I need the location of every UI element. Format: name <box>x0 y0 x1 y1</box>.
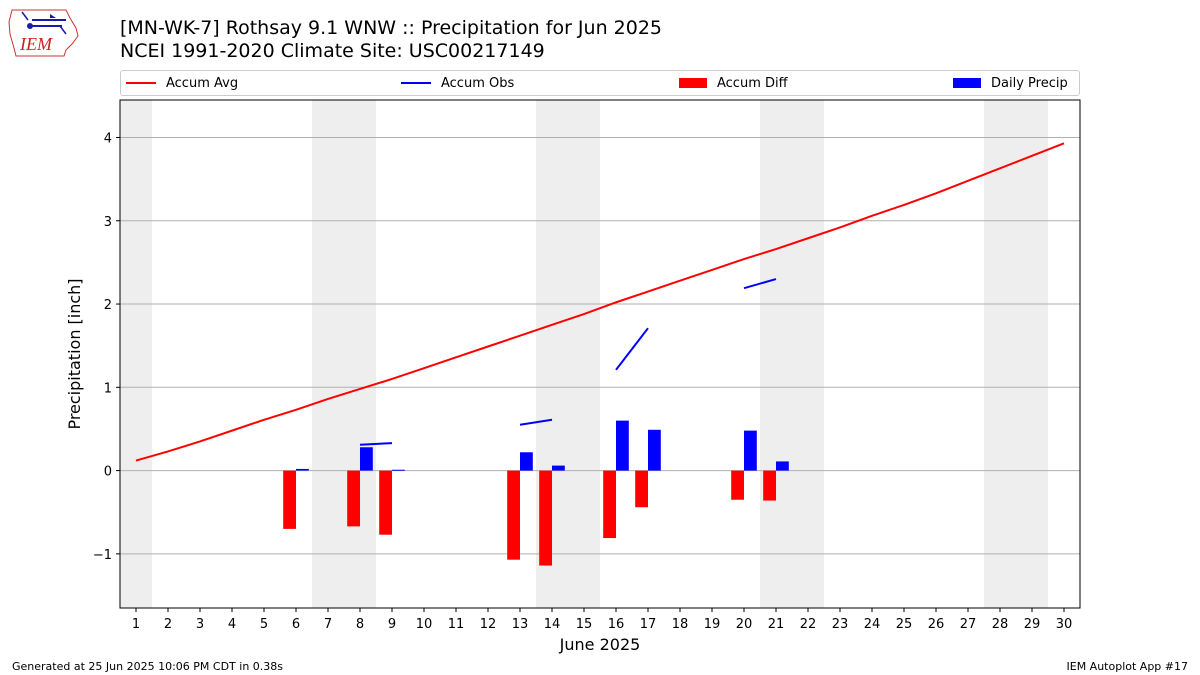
legend-swatch <box>126 82 156 84</box>
x-tick-label: 21 <box>768 617 785 632</box>
x-tick-label: 18 <box>672 617 689 632</box>
accum-diff-bar <box>603 470 616 539</box>
daily-precip-bar <box>616 420 629 471</box>
x-tick-label: 4 <box>228 617 236 632</box>
y-tick-label: 3 <box>104 215 112 230</box>
accum-diff-bar <box>731 470 744 500</box>
y-axis-label: Precipitation [inch] <box>65 278 84 429</box>
x-tick-label: 30 <box>1056 617 1073 632</box>
x-tick-label: 14 <box>544 617 561 632</box>
y-tick-label: 0 <box>104 465 112 480</box>
x-tick-label: 17 <box>640 617 657 632</box>
accum-diff-bar <box>379 470 392 535</box>
footer-app: IEM Autoplot App #17 <box>1066 660 1189 673</box>
x-axis-label: June 2025 <box>559 635 641 654</box>
legend-label: Daily Precip <box>991 75 1068 91</box>
legend-item-accum-diff: Accum Diff <box>679 71 788 95</box>
x-tick-label: 16 <box>608 617 625 632</box>
weekend-shade <box>568 100 600 608</box>
accum-diff-bar <box>507 470 520 560</box>
legend: Accum Avg Accum Obs Accum Diff Daily Pre… <box>120 70 1080 96</box>
legend-item-daily-precip: Daily Precip <box>953 71 1068 95</box>
x-tick-label: 15 <box>576 617 593 632</box>
weekend-shade <box>792 100 824 608</box>
y-tick-label: −1 <box>93 548 112 563</box>
accum-obs-line <box>519 418 553 426</box>
x-tick-label: 3 <box>196 617 204 632</box>
accum-obs-line <box>743 278 777 290</box>
x-tick-label: 12 <box>480 617 497 632</box>
iowa-outline-icon <box>8 9 79 57</box>
x-tick-label: 10 <box>416 617 433 632</box>
weekend-shade <box>1016 100 1048 608</box>
x-tick-label: 9 <box>388 617 396 632</box>
accum-diff-bar <box>763 470 776 501</box>
x-tick-label: 19 <box>704 617 721 632</box>
legend-item-accum-obs: Accum Obs <box>401 71 514 95</box>
legend-item-accum-avg: Accum Avg <box>126 71 238 95</box>
daily-precip-bar <box>296 468 309 471</box>
daily-precip-bar <box>776 461 789 471</box>
daily-precip-bar <box>648 429 661 471</box>
x-tick-label: 1 <box>132 617 140 632</box>
x-tick-label: 23 <box>832 617 849 632</box>
weekend-shade <box>760 100 792 608</box>
x-tick-label: 8 <box>356 617 364 632</box>
logo-text: IEM <box>19 34 53 54</box>
accum-obs-line <box>359 442 393 446</box>
accum-diff-bar <box>539 470 552 566</box>
x-tick-label: 22 <box>800 617 817 632</box>
weekend-shade <box>984 100 1016 608</box>
x-tick-label: 25 <box>896 617 913 632</box>
x-tick-label: 20 <box>736 617 753 632</box>
daily-precip-bar <box>744 430 757 471</box>
legend-swatch <box>953 78 981 88</box>
iem-logo: IEM <box>8 9 79 57</box>
legend-swatch <box>401 82 431 84</box>
daily-precip-bar <box>552 465 565 471</box>
x-tick-label: 11 <box>448 617 465 632</box>
y-tick-label: 1 <box>104 381 112 396</box>
legend-label: Accum Avg <box>166 75 239 91</box>
accum-diff-bar <box>347 470 360 527</box>
chart-subtitle: NCEI 1991-2020 Climate Site: USC00217149 <box>120 40 545 62</box>
x-tick-label: 27 <box>960 617 977 632</box>
x-tick-label: 28 <box>992 617 1009 632</box>
y-tick-label: 4 <box>104 131 112 146</box>
chart-title: [MN-WK-7] Rothsay 9.1 WNW :: Precipitati… <box>120 17 663 39</box>
accum-obs-line <box>615 327 649 371</box>
daily-precip-bar <box>392 469 405 471</box>
x-tick-label: 24 <box>864 617 881 632</box>
weekend-shade <box>120 100 152 608</box>
daily-precip-bar <box>360 447 373 471</box>
x-tick-label: 5 <box>260 617 268 632</box>
plot-frame <box>119 99 1081 609</box>
accum-diff-bar <box>283 470 296 529</box>
weekend-shade <box>344 100 376 608</box>
y-tick-label: 2 <box>104 298 112 313</box>
x-tick-label: 13 <box>512 617 529 632</box>
legend-label: Accum Diff <box>717 75 788 91</box>
footer-generated: Generated at 25 Jun 2025 10:06 PM CDT in… <box>12 660 284 673</box>
x-tick-label: 2 <box>164 617 172 632</box>
x-tick-label: 7 <box>324 617 332 632</box>
x-tick-label: 6 <box>292 617 300 632</box>
legend-label: Accum Obs <box>441 75 515 91</box>
x-tick-label: 26 <box>928 617 945 632</box>
daily-precip-bar <box>520 452 533 471</box>
accum-avg-line <box>135 142 1065 462</box>
legend-swatch <box>679 78 707 88</box>
weekend-shade <box>312 100 344 608</box>
x-tick-label: 29 <box>1024 617 1041 632</box>
accum-diff-bar <box>635 470 648 508</box>
